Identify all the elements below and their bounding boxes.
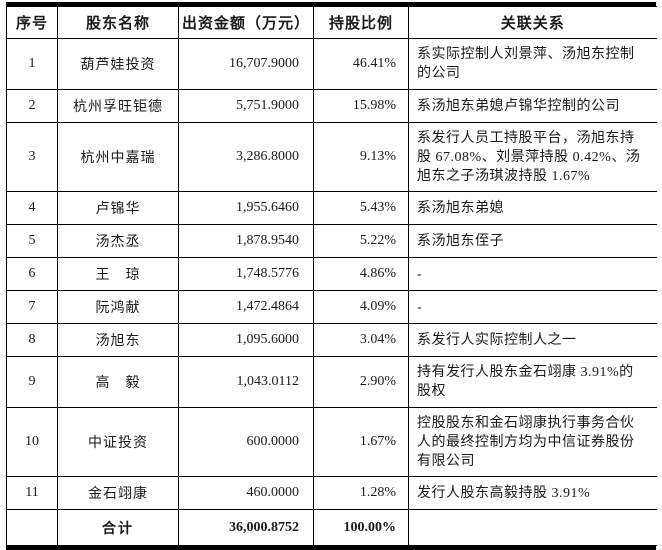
- cell-name: 杭州孚旺钜德: [57, 89, 179, 123]
- cell-amount: 1,878.9540: [178, 224, 314, 258]
- total-cell-relation: [408, 509, 657, 546]
- cell-index: 7: [6, 290, 58, 324]
- total-row: 合计 36,000.8752 100.00%: [6, 509, 657, 546]
- cell-ratio: 46.41%: [313, 38, 409, 90]
- table-row: 8 汤旭东 1,095.6000 3.04% 系发行人实际控制人之一: [6, 323, 657, 357]
- cell-amount: 3,286.8000: [178, 122, 314, 192]
- cell-index: 8: [6, 323, 58, 357]
- cell-relation: 发行人股东高毅持股 3.91%: [408, 476, 657, 510]
- cell-ratio: 3.04%: [313, 323, 409, 357]
- cell-index: 3: [6, 122, 58, 192]
- cell-name: 高 毅: [57, 356, 179, 408]
- table-row: 1 葫芦娃投资 16,707.9000 46.41% 系实际控制人刘景萍、汤旭东…: [6, 38, 657, 90]
- total-cell-ratio: 100.00%: [313, 509, 409, 546]
- cell-name: 中证投资: [57, 407, 179, 477]
- cell-relation: 持有发行人股东金石翊康 3.91%的股权: [408, 356, 657, 408]
- cell-index: 11: [6, 476, 58, 510]
- cell-relation: 系汤旭东弟媳卢锦华控制的公司: [408, 89, 657, 123]
- cell-ratio: 4.86%: [313, 257, 409, 291]
- cell-amount: 1,748.5776: [178, 257, 314, 291]
- cell-index: 9: [6, 356, 58, 408]
- cell-ratio: 9.13%: [313, 122, 409, 192]
- table-row: 4 卢锦华 1,955.6460 5.43% 系汤旭东弟媳: [6, 191, 657, 225]
- cell-index: 10: [6, 407, 58, 477]
- cell-amount: 600.0000: [178, 407, 314, 477]
- cell-name: 杭州中嘉瑞: [57, 122, 179, 192]
- column-header-ratio: 持股比例: [313, 6, 409, 39]
- cell-amount: 1,955.6460: [178, 191, 314, 225]
- total-cell-index: [6, 509, 58, 546]
- cell-ratio: 15.98%: [313, 89, 409, 123]
- cell-index: 4: [6, 191, 58, 225]
- cell-relation: 系实际控制人刘景萍、汤旭东控制的公司: [408, 38, 657, 90]
- cell-ratio: 2.90%: [313, 356, 409, 408]
- cell-relation: 系发行人实际控制人之一: [408, 323, 657, 357]
- table-row: 6 王 琼 1,748.5776 4.86% -: [6, 257, 657, 291]
- table-row: 9 高 毅 1,043.0112 2.90% 持有发行人股东金石翊康 3.91%…: [6, 356, 657, 408]
- cell-amount: 5,751.9000: [178, 89, 314, 123]
- table-row: 7 阮鸿献 1,472.4864 4.09% -: [6, 290, 657, 324]
- header-row: 序号 股东名称 出资金额（万元） 持股比例 关联关系: [6, 6, 657, 39]
- cell-ratio: 4.09%: [313, 290, 409, 324]
- shareholder-table: 序号 股东名称 出资金额（万元） 持股比例 关联关系 1 葫芦娃投资 16,70…: [6, 6, 657, 546]
- cell-index: 5: [6, 224, 58, 258]
- cell-relation: 系汤旭东侄子: [408, 224, 657, 258]
- cell-relation: -: [408, 290, 657, 324]
- column-header-relation: 关联关系: [408, 6, 657, 39]
- table-row: 5 汤杰丞 1,878.9540 5.22% 系汤旭东侄子: [6, 224, 657, 258]
- cell-name: 汤杰丞: [57, 224, 179, 258]
- cell-amount: 460.0000: [178, 476, 314, 510]
- table-bottom-border: [6, 546, 656, 550]
- cell-ratio: 5.43%: [313, 191, 409, 225]
- cell-index: 1: [6, 38, 58, 90]
- table-footer: 合计 36,000.8752 100.00%: [6, 509, 657, 546]
- column-header-index: 序号: [6, 6, 58, 39]
- cell-relation: 系发行人员工持股平台，汤旭东持股 67.08%、刘景萍持股 0.42%、汤旭东之…: [408, 122, 657, 192]
- cell-relation: 系汤旭东弟媳: [408, 191, 657, 225]
- table-header: 序号 股东名称 出资金额（万元） 持股比例 关联关系: [6, 6, 657, 39]
- cell-index: 2: [6, 89, 58, 123]
- table-row: 10 中证投资 600.0000 1.67% 控股股东和金石翊康执行事务合伙人的…: [6, 407, 657, 477]
- cell-amount: 1,095.6000: [178, 323, 314, 357]
- column-header-name: 股东名称: [57, 6, 179, 39]
- cell-amount: 1,043.0112: [178, 356, 314, 408]
- cell-amount: 16,707.9000: [178, 38, 314, 90]
- table-top-border: [6, 2, 656, 6]
- cell-ratio: 1.28%: [313, 476, 409, 510]
- cell-relation: 控股股东和金石翊康执行事务合伙人的最终控制方均为中信证券股份有限公司: [408, 407, 657, 477]
- shareholder-table-body: 1 葫芦娃投资 16,707.9000 46.41% 系实际控制人刘景萍、汤旭东…: [6, 38, 657, 510]
- cell-amount: 1,472.4864: [178, 290, 314, 324]
- total-cell-amount: 36,000.8752: [178, 509, 314, 546]
- cell-name: 汤旭东: [57, 323, 179, 357]
- cell-name: 阮鸿献: [57, 290, 179, 324]
- cell-index: 6: [6, 257, 58, 291]
- table-row: 3 杭州中嘉瑞 3,286.8000 9.13% 系发行人员工持股平台，汤旭东持…: [6, 122, 657, 192]
- cell-name: 葫芦娃投资: [57, 38, 179, 90]
- total-cell-label: 合计: [57, 509, 179, 546]
- cell-ratio: 1.67%: [313, 407, 409, 477]
- table-row: 2 杭州孚旺钜德 5,751.9000 15.98% 系汤旭东弟媳卢锦华控制的公…: [6, 89, 657, 123]
- cell-name: 卢锦华: [57, 191, 179, 225]
- table-row: 11 金石翊康 460.0000 1.28% 发行人股东高毅持股 3.91%: [6, 476, 657, 510]
- cell-ratio: 5.22%: [313, 224, 409, 258]
- cell-name: 王 琼: [57, 257, 179, 291]
- cell-name: 金石翊康: [57, 476, 179, 510]
- document-page: 序号 股东名称 出资金额（万元） 持股比例 关联关系 1 葫芦娃投资 16,70…: [6, 2, 657, 550]
- column-header-amount: 出资金额（万元）: [178, 6, 314, 39]
- cell-relation: -: [408, 257, 657, 291]
